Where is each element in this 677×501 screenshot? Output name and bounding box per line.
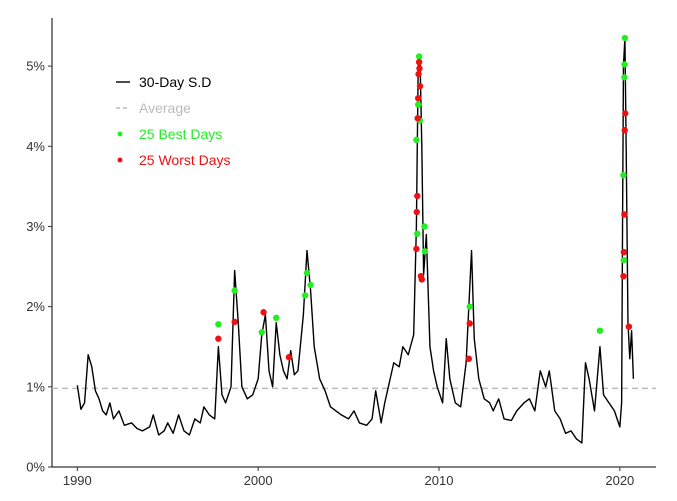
x-tick-label: 2010 [425,473,454,488]
best-day-point [620,256,628,264]
x-tick-label: 2020 [605,473,634,488]
worst-day-point [465,355,473,362]
worst-day-point [416,82,424,90]
series-line-30-day-sd [76,37,635,444]
y-tick-label: 0% [26,460,45,475]
best-day-point [307,281,314,289]
worst-day-point [413,245,420,253]
worst-day-point [231,318,238,326]
best-day-point [421,223,428,230]
worst-day-point [622,110,629,117]
best-day-point [273,314,280,322]
best-day-point [621,34,629,42]
y-tick-label: 3% [26,219,45,234]
worst-day-point [620,272,627,280]
legend-point-swatch [117,157,123,163]
y-tick-label: 4% [26,139,45,154]
best-day-point [621,61,628,68]
x-tick-label: 2000 [244,473,273,488]
x-tick-label: 1990 [63,473,92,488]
sd-line-layer [76,37,635,444]
worst-day-point [621,211,628,218]
legend-label: 25 Worst Days [139,152,231,168]
worst-day-point [414,115,421,122]
worst-day-point [414,94,422,102]
legend-label: 30-Day S.D [139,74,211,90]
worst-day-point [415,70,422,78]
y-tick-label: 2% [26,299,45,314]
worst-day-point [415,58,423,66]
worst-day-point [416,65,423,72]
best-day-point [413,136,420,144]
best-day-point [258,329,265,336]
best-day-point [621,74,628,81]
best-day-point [596,327,604,334]
best-day-point [215,321,222,328]
worst-day-point [418,276,426,283]
axes: 0% 1% 2% 3% 4% 5% 1990 2000 2010 2020 [26,18,656,488]
legend-label: Average [139,100,191,116]
worst-day-point [215,335,222,342]
worst-day-point [466,320,473,327]
worst-day-point [413,208,420,216]
best-day-point [414,101,422,108]
legend: 30-Day S.D Average 25 Best Days 25 Worst Da… [116,74,231,168]
worst-day-point [414,192,421,200]
y-tick-label: 1% [26,379,45,394]
best-day-point [466,303,473,310]
worst-day-point [285,353,293,361]
best-day-point [620,171,627,179]
legend-point-swatch [117,131,123,137]
legend-label: 25 Best Days [139,126,222,142]
best-day-point [414,230,421,237]
best-day-point [421,248,429,255]
worst-day-point [260,309,267,316]
best-day-point [231,287,238,294]
worst-day-point [620,248,628,256]
worst-day-point [621,127,628,134]
worst-day-point [625,323,633,330]
best-day-point [303,269,311,277]
y-tick-label: 5% [26,59,45,74]
extreme-days-layer [215,34,633,362]
best-day-point [415,53,423,60]
best-day-point [301,292,309,299]
